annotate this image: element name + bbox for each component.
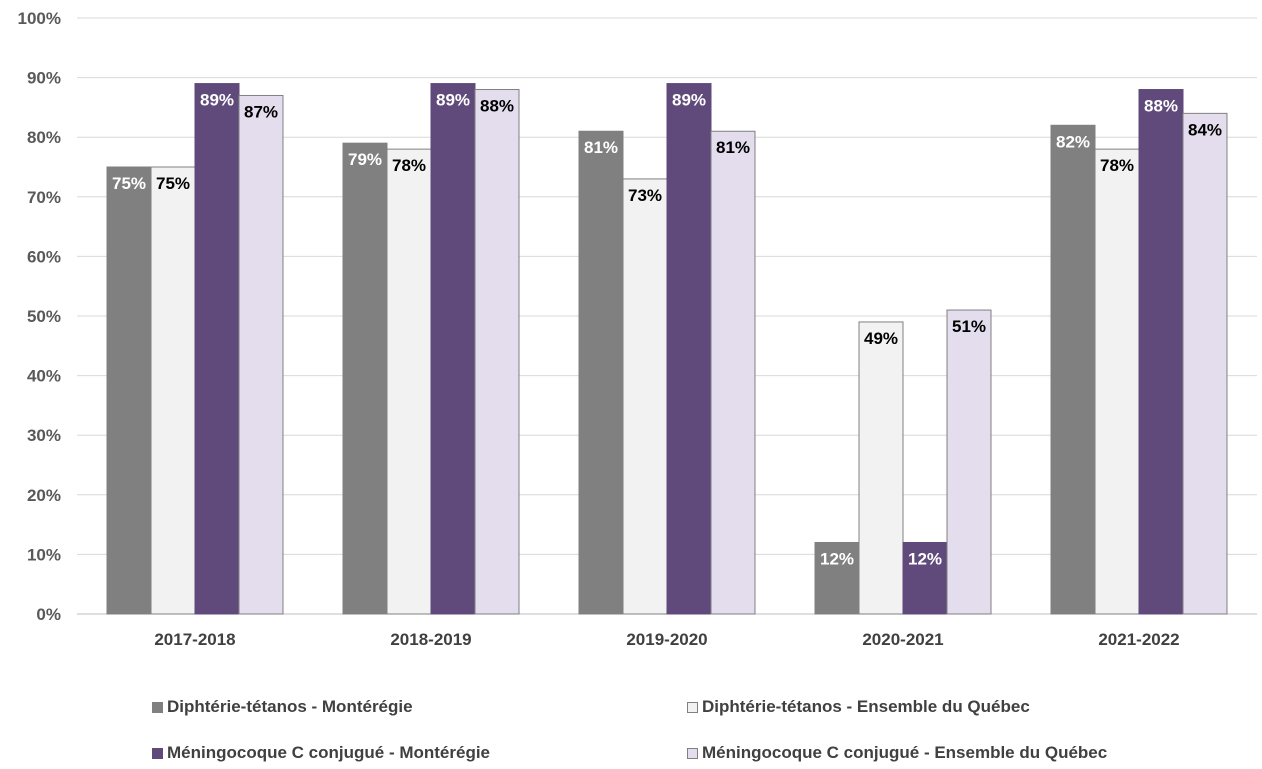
legend-item-3: Méningocoque C conjugué - Montérégie xyxy=(152,743,490,763)
bar xyxy=(194,83,240,615)
legend-item-2: Diphtérie-tétanos - Ensemble du Québec xyxy=(687,697,1030,717)
data-label: 78% xyxy=(1100,156,1134,175)
legend-swatch-2 xyxy=(687,701,698,713)
y-tick-label: 90% xyxy=(27,69,61,88)
y-tick-label: 60% xyxy=(27,247,61,266)
bar xyxy=(666,83,712,615)
data-label: 88% xyxy=(480,97,514,116)
bar xyxy=(622,178,668,615)
y-tick-label: 10% xyxy=(27,545,61,564)
bar xyxy=(238,94,284,615)
bar xyxy=(578,130,624,615)
y-tick-label: 100% xyxy=(18,9,61,28)
x-tick-label: 2018-2019 xyxy=(390,630,471,649)
data-label: 78% xyxy=(392,156,426,175)
bar xyxy=(342,142,388,615)
data-label: 81% xyxy=(716,138,750,157)
bar xyxy=(814,541,860,615)
legend-swatch-3 xyxy=(152,747,163,759)
bar xyxy=(430,83,476,615)
data-label: 87% xyxy=(244,102,278,121)
bar xyxy=(1182,112,1228,615)
y-tick-label: 40% xyxy=(27,367,61,386)
bar xyxy=(474,89,520,615)
legend-label-2: Diphtérie-tétanos - Ensemble du Québec xyxy=(702,697,1030,716)
bar xyxy=(1050,124,1096,615)
data-label: 84% xyxy=(1188,120,1222,139)
bar xyxy=(902,541,948,615)
bar xyxy=(386,148,432,615)
legend-label-1: Diphtérie-tétanos - Montérégie xyxy=(167,697,413,716)
bar xyxy=(150,166,196,615)
legend-item-4: Méningocoque C conjugué - Ensemble du Qu… xyxy=(687,743,1107,763)
data-label: 12% xyxy=(820,549,854,568)
x-axis-category-labels: 2017-2018 2018-2019 2019-2020 2020-2021 2021… xyxy=(154,630,1179,649)
x-tick-label: 2017-2018 xyxy=(154,630,235,649)
y-tick-label: 30% xyxy=(27,426,61,445)
legend-item-1: Diphtérie-tétanos - Montérégie xyxy=(152,697,413,717)
data-label: 73% xyxy=(628,186,662,205)
data-label: 81% xyxy=(584,138,618,157)
y-tick-label: 0% xyxy=(36,605,61,624)
legend-swatch-1 xyxy=(152,701,163,713)
bars xyxy=(106,83,1228,615)
data-label: 75% xyxy=(112,174,146,193)
legend-swatch-4 xyxy=(687,747,698,759)
y-tick-label: 80% xyxy=(27,128,61,147)
data-labels: 75% 75% 89% 87% 79% 78% 89% 88% 81% 73% 89% 81% 12% 4… xyxy=(112,91,1222,569)
legend-label-3: Méningocoque C conjugué - Montérégie xyxy=(167,743,490,762)
bar xyxy=(106,166,152,615)
y-axis-tick-labels: 0% 10% 20% 30% 40% 50% 60% 70% 80% 90% 100% xyxy=(18,9,61,624)
bar xyxy=(858,321,904,615)
bar xyxy=(946,309,992,615)
data-label: 12% xyxy=(908,549,942,568)
data-label: 51% xyxy=(952,317,986,336)
data-label: 88% xyxy=(1144,97,1178,116)
x-tick-label: 2019-2020 xyxy=(626,630,707,649)
legend-label-4: Méningocoque C conjugué - Ensemble du Qu… xyxy=(702,743,1108,762)
bar xyxy=(1094,148,1140,615)
data-label: 89% xyxy=(200,91,234,110)
bar xyxy=(1138,89,1184,615)
y-tick-label: 50% xyxy=(27,307,61,326)
data-label: 49% xyxy=(864,329,898,348)
x-tick-label: 2020-2021 xyxy=(862,630,943,649)
y-tick-label: 20% xyxy=(27,486,61,505)
x-tick-label: 2021-2022 xyxy=(1098,630,1179,649)
data-label: 89% xyxy=(672,91,706,110)
bar xyxy=(710,130,756,615)
data-label: 79% xyxy=(348,150,382,169)
data-label: 75% xyxy=(156,174,190,193)
data-label: 82% xyxy=(1056,132,1090,151)
data-label: 89% xyxy=(436,91,470,110)
y-tick-label: 70% xyxy=(27,188,61,207)
